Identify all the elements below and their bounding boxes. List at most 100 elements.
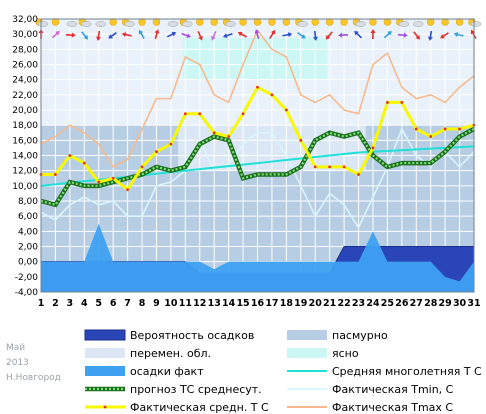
- actual-mean-point: [140, 165, 144, 169]
- sun-icon: [369, 18, 377, 26]
- actual-mean-point: [458, 127, 461, 131]
- x-tick-label: 8: [139, 298, 146, 309]
- temperature-lines-layer: [39, 28, 476, 230]
- sun-icon: [51, 18, 60, 26]
- x-tick-label: 28: [424, 298, 438, 309]
- wind-arrow-head: [154, 29, 160, 34]
- sun-cloud-icon: [222, 18, 236, 27]
- cloud-icon: [167, 21, 179, 27]
- wind-arrow-icon: [312, 30, 318, 41]
- wind-arrow-icon: [397, 32, 408, 38]
- cloud-icon: [182, 21, 193, 27]
- wind-arrow-icon: [354, 30, 362, 39]
- sun-icon: [239, 18, 247, 26]
- legend-item: Средняя многолетняя Т С: [287, 365, 482, 378]
- y-tick-label: 16,00: [12, 136, 38, 146]
- legend-item: перемен. обл.: [85, 347, 211, 360]
- plot-border: [40, 18, 475, 293]
- x-tick-label: 10: [164, 298, 178, 309]
- x-tick-label: 24: [366, 298, 380, 309]
- actual-mean-point: [82, 161, 86, 165]
- actual-mean-point: [68, 154, 72, 157]
- legend-item: Фактическая Tmin, С: [287, 383, 454, 396]
- sun-icon: [268, 18, 276, 26]
- sun-icon: [383, 18, 392, 26]
- actual-mean-point: [357, 173, 360, 176]
- cloud-icon: [95, 21, 106, 27]
- x-tick-label: 25: [381, 298, 394, 309]
- actual-mean-point: [155, 150, 158, 154]
- wind-arrow-icon: [427, 30, 433, 41]
- actual-mean-point: [97, 180, 101, 184]
- sun-icon: [109, 18, 117, 26]
- wind-arrow-icon: [440, 32, 449, 39]
- wind-arrow-head: [55, 30, 60, 36]
- sun-icon: [325, 18, 334, 26]
- cloud-icon: [413, 21, 424, 27]
- wind-arrow-head: [287, 32, 293, 38]
- sun-icon: [369, 18, 377, 26]
- y-tick-label: 12,00: [12, 167, 38, 177]
- cloud-icon: [81, 21, 92, 27]
- actual-mean-point: [386, 101, 389, 104]
- footer-month: Май: [6, 343, 26, 353]
- legend-item: Фактическая средн. Т С: [85, 401, 269, 414]
- axis-layer: 32,0030,0028,0026,0024,0022,0020,0018,00…: [12, 15, 480, 309]
- sun-icon: [441, 18, 449, 26]
- wind-arrow-head: [121, 32, 127, 38]
- wind-arrow-icon: [383, 30, 392, 39]
- wind-arrow-head: [300, 34, 306, 39]
- x-tick-label: 6: [110, 298, 117, 309]
- cloud-icon: [225, 21, 236, 27]
- legend-item: Фактическая Tmax C: [287, 401, 453, 414]
- wind-arrow-head: [71, 32, 76, 38]
- sun-cloud-icon: [352, 18, 366, 27]
- wind-arrow-icon: [370, 29, 376, 40]
- cloud-icon: [413, 21, 424, 27]
- x-tick-label: 31: [467, 298, 480, 309]
- x-tick-label: 15: [236, 298, 249, 309]
- precipitation-layer: [40, 223, 475, 293]
- x-tick-label: 23: [352, 298, 365, 309]
- sun-icon: [455, 18, 464, 26]
- y-tick-label: 28,00: [12, 45, 38, 55]
- wind-arrow-head: [440, 34, 445, 39]
- sun-icon: [51, 18, 60, 26]
- wind-arrow-head: [186, 33, 191, 39]
- actual-mean-point: [342, 165, 346, 169]
- tmin-line: [40, 127, 475, 230]
- actual-mean-point: [111, 176, 115, 180]
- x-tick-label: 3: [67, 298, 74, 309]
- actual-mean-point: [169, 142, 173, 146]
- actual-mean-point: [126, 188, 129, 192]
- wind-arrow-icon: [95, 30, 101, 41]
- wind-arrow-icon: [166, 31, 177, 38]
- wind-arrow-head: [403, 32, 408, 38]
- actual-mean-point: [429, 135, 433, 138]
- actual-mean-point: [414, 127, 418, 131]
- sun-icon: [253, 18, 262, 26]
- wind-arrow-icon: [338, 32, 349, 38]
- legend-swatch: [287, 330, 327, 340]
- y-tick-label: -4,00: [15, 288, 39, 298]
- legend: Вероятность осадков пасмурно перемен. обл.…: [84, 329, 482, 414]
- x-tick-label: 30: [453, 298, 467, 309]
- sun-icon: [340, 18, 348, 26]
- wind-arrow-icon: [325, 31, 333, 40]
- x-tick-label: 18: [280, 298, 294, 309]
- legend-label: Фактическая Tmin, С: [332, 383, 454, 396]
- sun-cloud-icon: [78, 18, 92, 27]
- forecast-line: [40, 127, 475, 207]
- sun-icon: [196, 18, 204, 26]
- x-tick-label: 19: [294, 298, 307, 309]
- wind-arrow-head: [415, 35, 420, 40]
- sun-icon: [196, 18, 204, 26]
- x-tick-label: 4: [81, 298, 88, 309]
- sun-icon: [455, 18, 464, 26]
- x-tick-label: 27: [410, 298, 423, 309]
- legend-label: Средняя многолетняя Т С: [332, 365, 482, 378]
- sun-icon: [311, 18, 319, 26]
- actual-mean-point: [313, 165, 317, 169]
- actual-mean-point: [198, 112, 202, 116]
